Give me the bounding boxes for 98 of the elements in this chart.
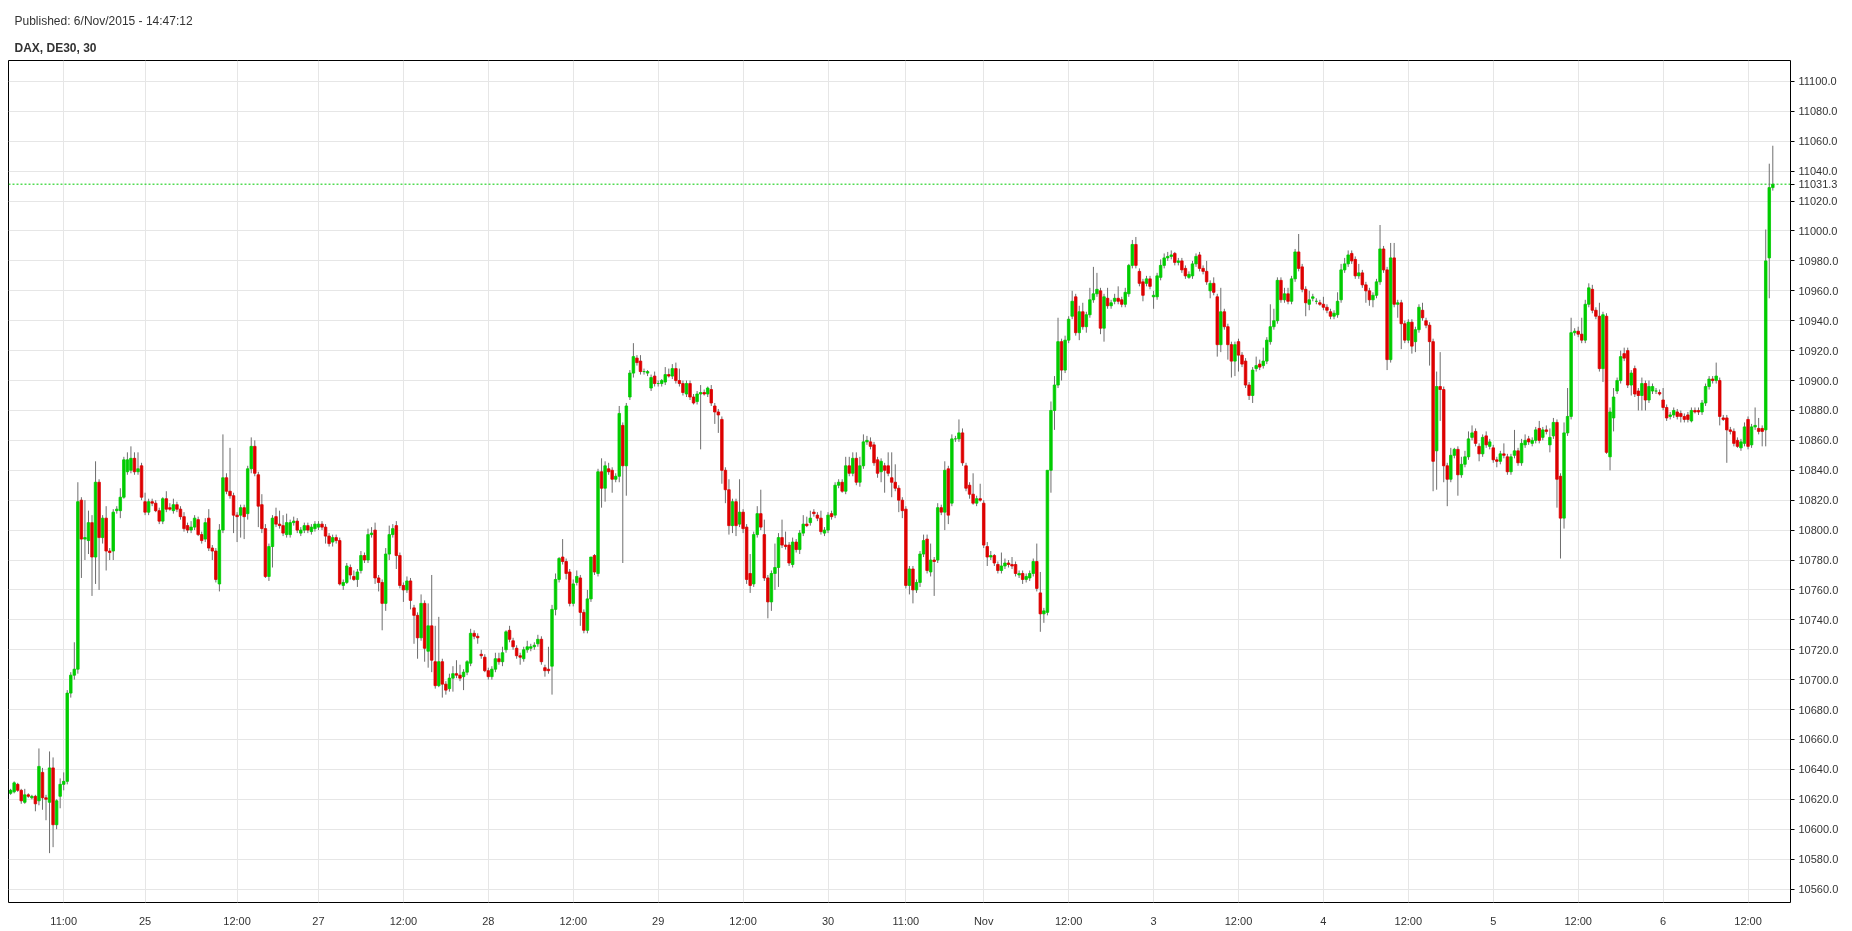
candlestick [1077, 305, 1081, 341]
x-tick-label: 11:00 [892, 914, 920, 927]
x-tick-label: 27 [312, 914, 325, 927]
candlestick [129, 445, 133, 474]
y-tick-label: 10740.0 [1798, 613, 1839, 626]
candlestick [1742, 421, 1747, 447]
candlestick [882, 462, 887, 494]
candlestick [592, 553, 597, 576]
x-tick-label: 4 [1320, 914, 1327, 927]
candlestick [539, 635, 544, 666]
candlestick [497, 652, 501, 666]
y-tick-label: 10620.0 [1798, 793, 1839, 806]
candlestick [1233, 341, 1237, 377]
x-tick-label: 12:00 [389, 914, 418, 927]
candlestick [1654, 387, 1658, 395]
candlestick [83, 499, 87, 561]
y-tick-label: 10720.0 [1798, 643, 1839, 656]
y-tick-label: 10920.0 [1798, 344, 1839, 357]
candlestick [323, 523, 328, 545]
y-tick-label: 10840.0 [1798, 464, 1839, 477]
candlestick [380, 578, 384, 631]
x-tick-label: 3 [1150, 914, 1157, 927]
x-tick-label: 12:00 [1224, 914, 1253, 927]
y-tick-label: 10560.0 [1798, 883, 1839, 896]
candlestick [1640, 377, 1644, 411]
y-tick-label: 10880.0 [1798, 404, 1839, 417]
x-tick-label: 12:00 [559, 914, 588, 927]
y-tick-label: 10600.0 [1798, 823, 1839, 836]
y-tick-label: 11100.0 [1798, 75, 1837, 88]
y-tick-label: 11020.0 [1798, 195, 1838, 208]
candlestick [890, 451, 894, 498]
candlestick [1580, 317, 1584, 344]
y-tick-label: 11060.0 [1798, 135, 1838, 148]
x-tick-label: 29 [652, 914, 665, 927]
text: Published: 6/Nov/2015 - 14:47:12 [14, 14, 193, 28]
y-tick-label: 10900.0 [1798, 374, 1839, 387]
candlestick [730, 498, 735, 534]
x-tick-label: 12:00 [1564, 914, 1592, 927]
y-tick-label: 10760.0 [1798, 583, 1839, 596]
candlestick [737, 478, 742, 528]
candlestick [1070, 290, 1074, 320]
y-tick-label: 10680.0 [1798, 703, 1839, 716]
y-tick-label: 10660.0 [1798, 733, 1839, 746]
x-tick-label: 5 [1490, 914, 1497, 927]
ref-line-label: 11031.3 [1798, 178, 1838, 191]
x-tick-label: 12:00 [729, 914, 757, 927]
y-tick-label: 10820.0 [1798, 494, 1839, 507]
candlestick [100, 514, 105, 545]
x-tick-label: 12:00 [223, 914, 251, 927]
candlestick [638, 354, 643, 376]
x-tick-label: 11:00 [50, 914, 78, 927]
x-tick-label: 12:00 [1394, 914, 1423, 927]
y-tick-label: 10800.0 [1798, 524, 1839, 537]
candlestick [610, 466, 614, 494]
candlestick [847, 456, 851, 477]
candlestick [1318, 299, 1322, 307]
candlestick [168, 502, 172, 512]
candlestick [164, 490, 168, 513]
y-tick-label: 10960.0 [1798, 284, 1839, 297]
candlestick [674, 362, 678, 385]
y-tick-label: 10860.0 [1798, 434, 1839, 447]
candlestick [352, 569, 356, 582]
candlestick [476, 632, 480, 645]
candlestick [1480, 433, 1485, 458]
candlestick [1643, 380, 1648, 411]
candlestick [1629, 369, 1633, 397]
x-tick-label: 12:00 [1734, 914, 1762, 927]
candlestick [1406, 318, 1411, 344]
candlestick [281, 514, 285, 537]
x-tick-label: 6 [1660, 914, 1667, 927]
y-tick-label: 11080.0 [1798, 105, 1838, 118]
candlestick [851, 451, 855, 477]
x-tick-label: 25 [138, 914, 152, 927]
y-tick-label: 10940.0 [1798, 314, 1839, 327]
candlestick [136, 451, 140, 476]
candlestick [907, 565, 912, 595]
y-tick-label: 10580.0 [1798, 853, 1839, 866]
candlestick [1410, 318, 1414, 355]
candlestick [826, 511, 830, 534]
x-tick-label: 12:00 [1054, 914, 1083, 927]
chart-title: DAX, DE30, 30 [14, 41, 97, 55]
y-tick-label: 11040.0 [1798, 165, 1838, 178]
candlestick [238, 504, 243, 539]
candlestick [780, 519, 784, 549]
candlestick [957, 418, 961, 443]
candlestick [1134, 236, 1138, 269]
y-tick-label: 10780.0 [1798, 554, 1839, 567]
candlestick [854, 451, 858, 486]
x-tick-label: 30 [821, 914, 835, 927]
y-tick-label: 10700.0 [1798, 673, 1839, 686]
x-tick-label: Nov [973, 914, 994, 927]
y-tick-label: 10980.0 [1798, 254, 1839, 267]
candlestick [599, 457, 604, 509]
candlestick [440, 658, 444, 699]
y-tick-label: 10640.0 [1798, 763, 1839, 776]
candlestick [1081, 302, 1085, 331]
x-tick-label: 28 [482, 914, 495, 927]
y-tick-label: 11000.0 [1798, 224, 1838, 237]
